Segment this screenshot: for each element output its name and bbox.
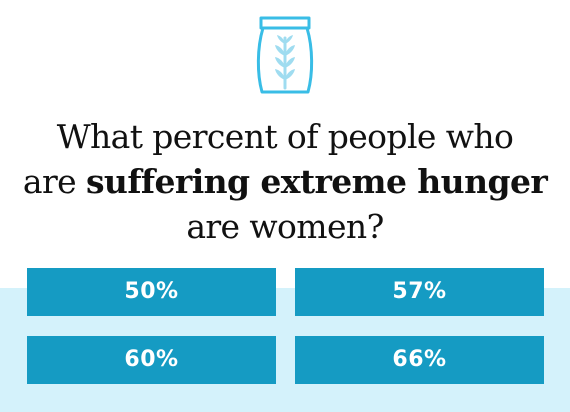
question-emphasis: suffering extreme hunger	[85, 162, 548, 201]
question-line-3: are women?	[186, 207, 384, 246]
question-text: What percent of people who are suffering…	[0, 114, 570, 249]
question-line-2-prefix: are	[22, 162, 86, 201]
answer-button-57[interactable]: 57%	[295, 268, 544, 316]
answer-button-50[interactable]: 50%	[27, 268, 276, 316]
answer-button-60[interactable]: 60%	[27, 336, 276, 384]
question-line-2: are suffering extreme hunger	[0, 159, 570, 204]
answer-button-66[interactable]: 66%	[295, 336, 544, 384]
question-line-1: What percent of people who	[56, 117, 514, 156]
grain-sack-icon	[253, 14, 317, 96]
